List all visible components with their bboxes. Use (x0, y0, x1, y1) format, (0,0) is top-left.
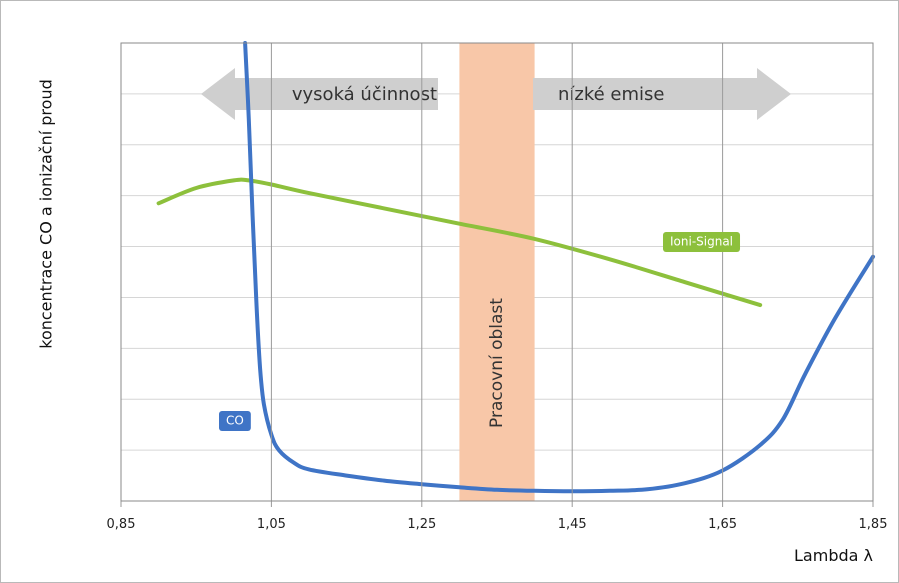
x-tick-label: 1,25 (407, 517, 436, 532)
x-tick-label: 1,65 (708, 517, 737, 532)
working-band (459, 43, 534, 501)
series-line-co (245, 43, 873, 491)
x-axis-label: Lambda λ (794, 546, 873, 565)
x-tick-label: 1,85 (859, 517, 888, 532)
x-tick-labels: 0,85 1,05 1,25 1,45 1,65 1,85 (107, 517, 888, 532)
x-tick-label: 0,85 (107, 517, 136, 532)
x-tick-label: 1,05 (257, 517, 286, 532)
arrow-low-emissions-label: nízké emise (558, 84, 665, 105)
arrow-high-efficiency-label: vysoká účinnost (292, 84, 437, 105)
x-tick-label: 1,45 (558, 517, 587, 532)
legend-label-ioni-signal: Ioni-Signal (670, 235, 733, 249)
legend-label-co: CO (226, 414, 244, 428)
working-band-label: Pracovní oblast (487, 298, 507, 428)
y-axis-label: koncentrace CO a ionizační proud (37, 79, 56, 349)
